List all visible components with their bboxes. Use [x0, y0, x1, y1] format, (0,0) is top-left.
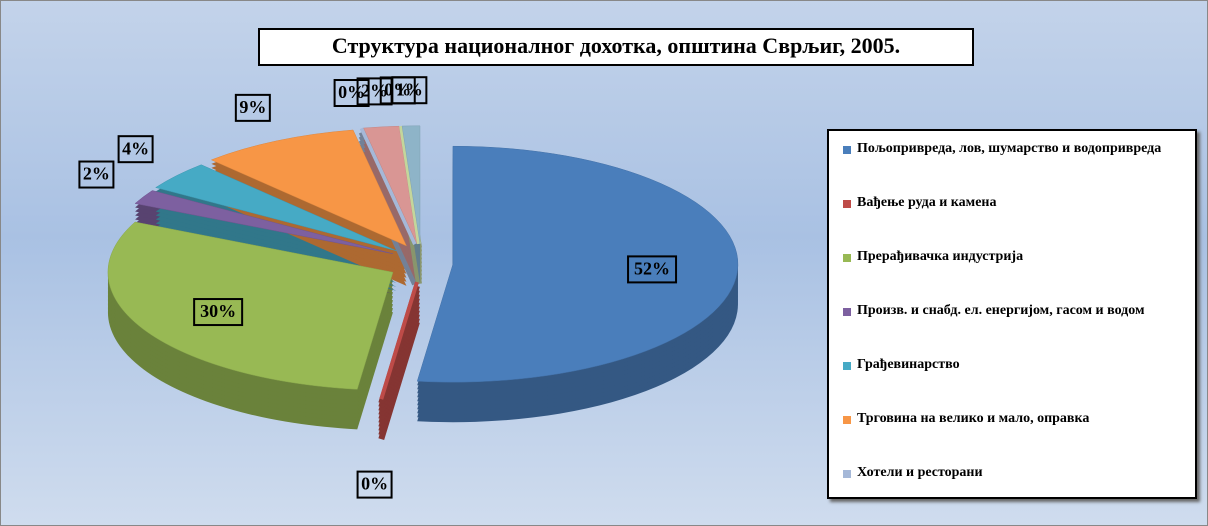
legend-entry: Пољопривреда, лов, шумарство и водопривр…	[843, 141, 1189, 195]
legend-swatch	[843, 254, 851, 262]
data-label-box	[333, 79, 370, 108]
legend-label: Трговина на велико и мало, оправка	[857, 411, 1090, 426]
data-label: 4%	[122, 138, 149, 158]
slice-side	[363, 138, 417, 256]
slice	[379, 281, 419, 400]
slice-side	[363, 150, 417, 268]
slice	[399, 125, 421, 245]
legend-label: Грађевинарство	[857, 357, 960, 372]
legend-label: Хотели и ресторани	[857, 465, 983, 480]
data-label: 0%	[384, 80, 411, 100]
slice	[210, 129, 407, 247]
data-label-box	[78, 160, 115, 189]
slice	[416, 145, 739, 383]
data-label: 1%	[396, 79, 423, 99]
slice-side	[363, 146, 417, 264]
slice-tops	[107, 125, 739, 400]
slice	[401, 125, 421, 244]
chart-title: Структура националног дохотка, општина С…	[332, 33, 900, 58]
data-label: 9%	[239, 97, 266, 117]
legend-swatch	[843, 416, 851, 424]
slice	[363, 125, 418, 245]
legend-label: Вађење руда и камена	[857, 195, 997, 210]
data-label: 2%	[83, 164, 110, 184]
slice	[134, 190, 394, 254]
legend-entry: Грађевинарство	[843, 357, 1189, 411]
legend-swatch	[843, 362, 851, 370]
legend: Пољопривреда, лов, шумарство и водопривр…	[827, 129, 1197, 499]
legend-entry: Хотели и ресторани	[843, 465, 1189, 519]
legend-swatch	[843, 308, 851, 316]
data-label-box	[117, 135, 154, 164]
data-label: 30%	[200, 301, 236, 321]
legend-entry: Вађење руда и камена	[843, 195, 1189, 249]
data-label: 52%	[634, 259, 670, 279]
legend-label: Прерађивачка индустрија	[857, 249, 1024, 264]
legend-label: Пољопривреда, лов, шумарство и водопривр…	[857, 141, 1162, 156]
legend-entry: Трговина на велико и мало, оправка	[843, 411, 1189, 465]
slice-side	[363, 142, 417, 260]
data-label-box	[627, 255, 678, 284]
slice	[155, 164, 397, 252]
data-label-box	[356, 470, 393, 499]
data-label-box	[391, 76, 428, 105]
legend-label: Произв. и снабд. ел. енергијом, гасом и …	[857, 303, 1145, 318]
legend-swatch	[843, 146, 851, 154]
legend-swatch	[843, 200, 851, 208]
title-box	[258, 28, 974, 66]
legend-entry: Прерађивачка индустрија	[843, 249, 1189, 303]
legend-entry: Произв. и снабд. ел. енергијом, гасом и …	[843, 303, 1189, 357]
data-label-box	[193, 298, 244, 327]
slice	[107, 221, 394, 390]
legend-swatch	[843, 470, 851, 478]
data-label-box	[234, 93, 271, 122]
data-label: 0%	[361, 474, 388, 494]
